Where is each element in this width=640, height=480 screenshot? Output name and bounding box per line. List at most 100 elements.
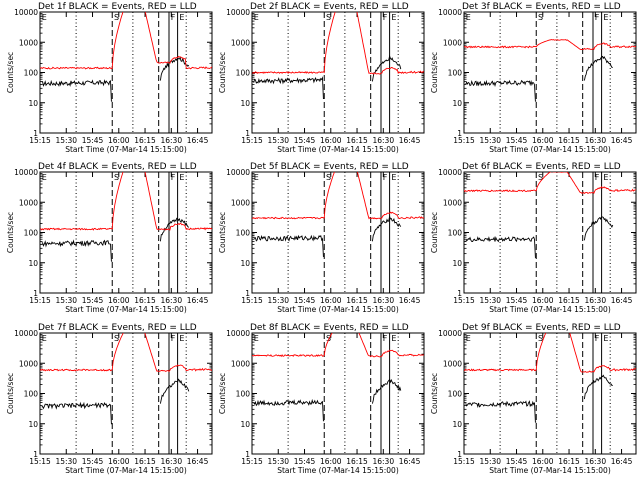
x-tick-label: 16:00 — [320, 457, 342, 466]
panel-det-6f: Det 6f BLACK = Events, RED = LLD 1 10 100 10… — [430, 162, 637, 314]
marker-letter: S — [114, 13, 119, 22]
x-tick-label: 15:15 — [241, 296, 263, 305]
x-tick-label: 15:45 — [506, 136, 528, 145]
y-tick-label: 10000 — [438, 8, 462, 17]
x-tick-label: 15:30 — [479, 136, 501, 145]
x-tick-label: 16:15 — [346, 296, 368, 305]
x-tick-label: 16:45 — [187, 457, 209, 466]
y-tick-label: 100 — [448, 229, 463, 238]
x-tick-label: 16:15 — [558, 296, 580, 305]
y-tick-label: 100 — [236, 229, 251, 238]
y-tick-label: 10 — [240, 99, 250, 108]
panel-title: Det 3f BLACK = Events, RED = LLD — [462, 2, 621, 12]
x-tick-label: 15:30 — [479, 296, 501, 305]
y-tick-label: 1000 — [19, 198, 38, 207]
y-tick-label: 10 — [240, 259, 250, 268]
x-axis-label: Start Time (07-Mar-14 15:15:00) — [65, 305, 187, 314]
y-axis-label: Counts/sec — [6, 212, 15, 253]
y-axis-label: Counts/sec — [218, 212, 227, 253]
events-series-line — [465, 374, 613, 423]
lld-series-line — [464, 333, 636, 373]
x-tick-label: 16:00 — [532, 296, 554, 305]
x-tick-label: 15:30 — [479, 457, 501, 466]
marker-letter: S — [326, 173, 331, 182]
x-axis-label: Start Time (07-Mar-14 15:15:00) — [65, 466, 187, 475]
x-axis-label: Start Time (07-Mar-14 15:15:00) — [489, 145, 611, 154]
y-tick-label: 10000 — [226, 329, 250, 338]
y-tick-label: 10 — [452, 420, 462, 429]
x-tick-label: 15:30 — [55, 457, 77, 466]
marker-letter: E — [391, 173, 396, 182]
marker-letter: E — [466, 173, 471, 182]
y-tick-label: 1000 — [231, 198, 250, 207]
x-tick-label: 16:00 — [320, 136, 342, 145]
y-tick-label: 1 — [245, 289, 250, 298]
panel-det-4f: Det 4f BLACK = Events, RED = LLD 1 10 100 10… — [6, 162, 213, 314]
y-axis-label: Counts/sec — [6, 373, 15, 414]
x-tick-label: 16:00 — [320, 296, 342, 305]
events-series-line — [465, 216, 614, 258]
y-tick-label: 10000 — [14, 329, 38, 338]
y-axis-label: Counts/sec — [218, 373, 227, 414]
x-tick-label: 16:30 — [584, 136, 606, 145]
x-tick-label: 16:15 — [558, 136, 580, 145]
marker-letter: E — [391, 13, 396, 22]
y-tick-label: 100 — [448, 390, 463, 399]
y-tick-label: 10 — [28, 420, 38, 429]
y-tick-label: 100 — [236, 69, 251, 78]
x-tick-label: 15:45 — [82, 136, 104, 145]
x-tick-label: 16:15 — [134, 296, 156, 305]
marker-letter: F — [171, 173, 176, 182]
x-tick-label: 15:45 — [294, 457, 316, 466]
x-tick-label: 15:15 — [29, 136, 51, 145]
x-tick-label: 15:15 — [29, 457, 51, 466]
marker-letter: E — [254, 334, 259, 343]
x-tick-label: 16:15 — [346, 457, 368, 466]
x-tick-label: 16:30 — [160, 296, 182, 305]
y-tick-label: 10 — [28, 99, 38, 108]
marker-letter: E — [466, 13, 471, 22]
x-axis-label: Start Time (07-Mar-14 15:15:00) — [489, 305, 611, 314]
marker-letter: S — [326, 334, 331, 343]
x-tick-label: 16:00 — [108, 296, 130, 305]
x-tick-label: 16:45 — [187, 296, 209, 305]
marker-letter: F — [383, 173, 388, 182]
panel-title: Det 2f BLACK = Events, RED = LLD — [250, 2, 409, 12]
x-tick-label: 15:30 — [267, 457, 289, 466]
x-tick-label: 16:00 — [108, 136, 130, 145]
events-series-line — [465, 55, 613, 102]
y-tick-label: 10 — [240, 420, 250, 429]
x-tick-label: 15:30 — [267, 136, 289, 145]
marker-letter: E — [254, 13, 259, 22]
lld-series-line — [252, 333, 424, 358]
panel-det-7f: Det 7f BLACK = Events, RED = LLD 1 10 100 10… — [6, 323, 213, 475]
y-tick-label: 10000 — [226, 168, 250, 177]
x-tick-label: 16:00 — [532, 457, 554, 466]
y-tick-label: 1000 — [231, 38, 250, 47]
x-tick-label: 15:15 — [453, 296, 475, 305]
marker-letter: S — [326, 13, 331, 22]
y-tick-label: 100 — [24, 390, 39, 399]
panel-title: Det 4f BLACK = Events, RED = LLD — [38, 162, 197, 172]
x-tick-label: 15:15 — [241, 136, 263, 145]
y-axis-label: Counts/sec — [430, 52, 439, 93]
panel-det-2f: Det 2f BLACK = Events, RED = LLD 1 10 100 10… — [218, 2, 425, 154]
x-tick-label: 16:45 — [399, 136, 421, 145]
y-tick-label: 1000 — [443, 359, 462, 368]
lld-series-line — [40, 12, 212, 70]
y-tick-label: 1 — [245, 450, 250, 459]
x-tick-label: 15:45 — [506, 457, 528, 466]
marker-letter: S — [538, 13, 543, 22]
marker-letter: F — [595, 13, 600, 22]
y-tick-label: 10000 — [438, 168, 462, 177]
marker-letter: F — [383, 13, 388, 22]
x-axis-label: Start Time (07-Mar-14 15:15:00) — [277, 145, 399, 154]
x-tick-label: 16:30 — [372, 296, 394, 305]
y-tick-label: 100 — [24, 69, 39, 78]
marker-letter: E — [179, 173, 184, 182]
panel-title: Det 9f BLACK = Events, RED = LLD — [462, 323, 621, 333]
panel-det-5f: Det 5f BLACK = Events, RED = LLD 1 10 100 10… — [218, 162, 425, 314]
x-tick-label: 16:15 — [134, 457, 156, 466]
x-tick-label: 15:45 — [294, 136, 316, 145]
x-tick-label: 16:15 — [346, 136, 368, 145]
